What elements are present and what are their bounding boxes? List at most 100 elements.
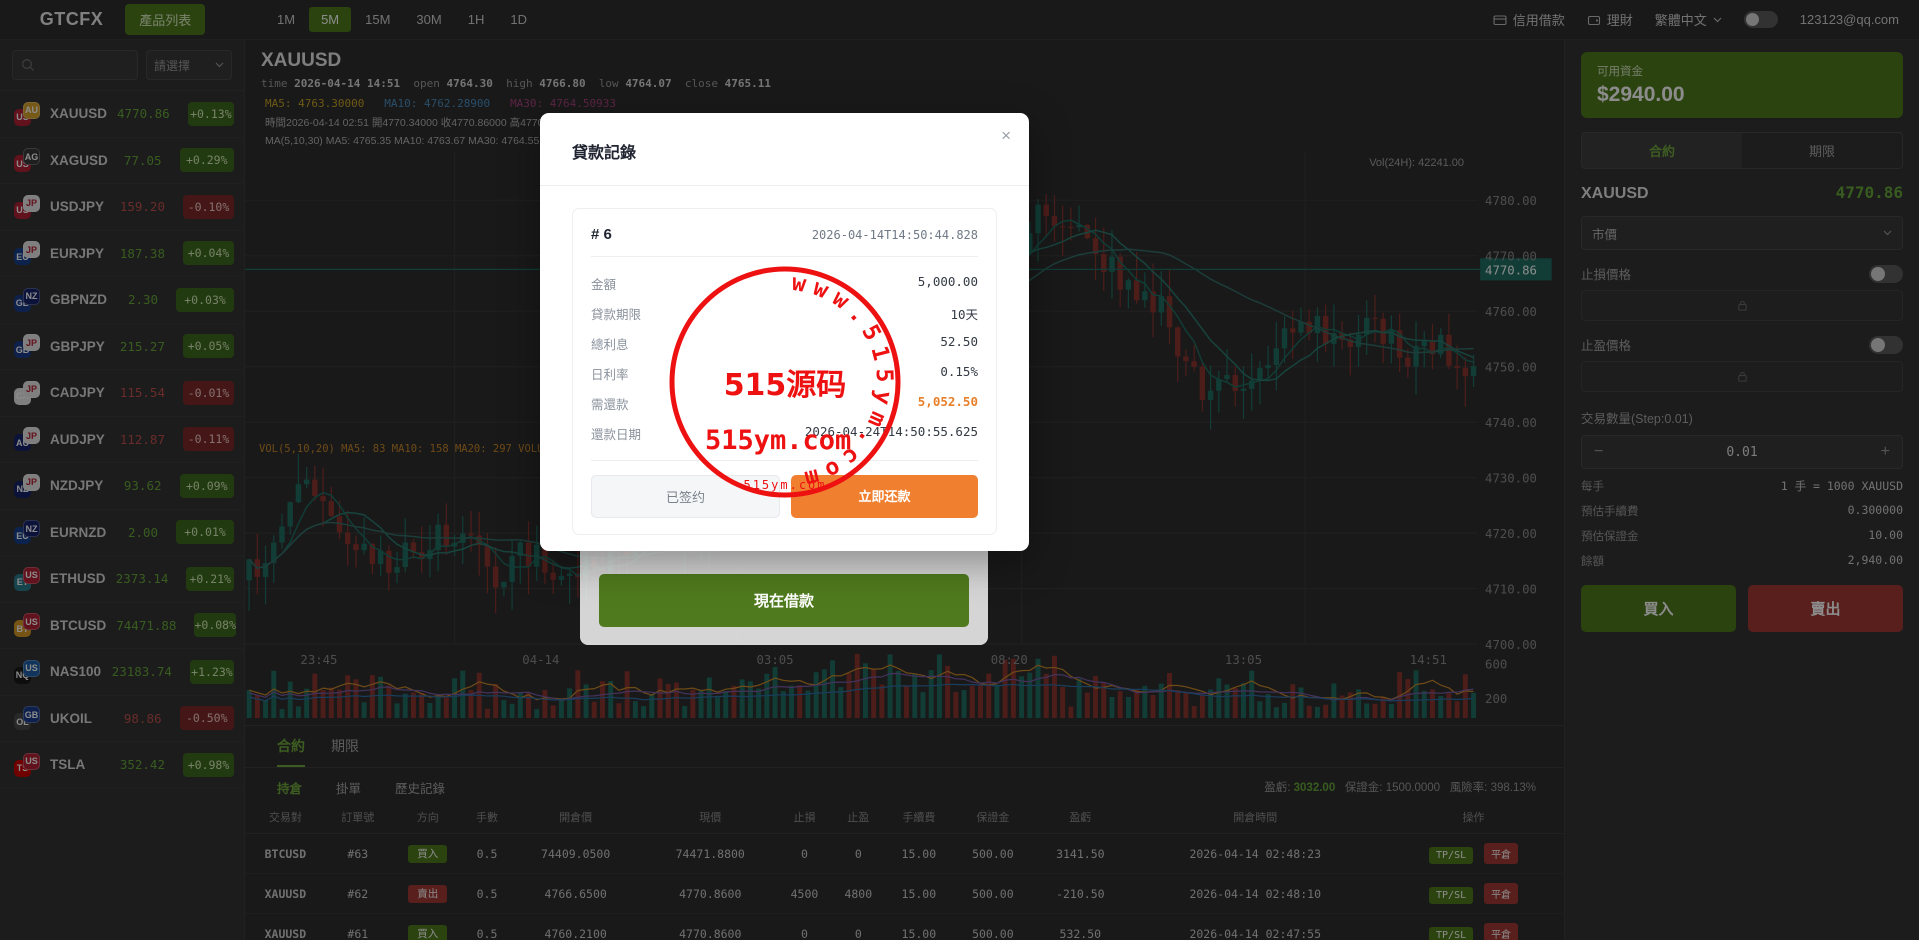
info-row: 預估保證金 10.00: [1581, 528, 1903, 544]
close-position-button[interactable]: 平倉: [1484, 843, 1519, 864]
symbol-change: +0.04%: [182, 241, 234, 266]
sidebar-item-GBPNZD[interactable]: GB NZ GBPNZD 2.30 +0.03%: [0, 277, 244, 324]
take-profit-toggle[interactable]: [1869, 335, 1903, 354]
sidebar-item-XAUUSD[interactable]: US AU XAUUSD 4770.86 +0.13%: [0, 91, 244, 138]
take-profit-input[interactable]: [1581, 361, 1903, 392]
sidebar-item-TSLA[interactable]: TS US TSLA 352.42 +0.98%: [0, 742, 244, 789]
chart-ma-line: MA5: 4763.30000 MA10: 4762.28900 MA30: 4…: [261, 97, 1548, 110]
close-icon[interactable]: ×: [1001, 126, 1011, 145]
symbol-price: 2373.14: [115, 571, 169, 587]
search-input[interactable]: [12, 50, 138, 80]
table-row[interactable]: XAUUSD #62 賣出 0.5 4766.6500 4770.8600 45…: [245, 873, 1564, 914]
sell-button[interactable]: 賣出: [1748, 585, 1903, 632]
cell-fee: 15.00: [885, 833, 953, 874]
record-row-日利率: 日利率 0.15%: [591, 358, 978, 388]
flag-pair-icon: ET US: [14, 566, 40, 591]
close-position-button[interactable]: 平倉: [1484, 923, 1519, 940]
record-header: # 6 2026-04-14T14:50:44.828: [591, 226, 978, 243]
loan-record-card: # 6 2026-04-14T14:50:44.828 金額 5,000.00 貸款…: [572, 208, 997, 535]
tab-合約[interactable]: 合約: [277, 736, 305, 767]
close-position-button[interactable]: 平倉: [1484, 883, 1519, 904]
sidebar-item-EURNZD[interactable]: EU NZ EURNZD 2.00 +0.01%: [0, 510, 244, 556]
cell-take-profit: 4800: [831, 873, 886, 914]
svg-text:03:05: 03:05: [757, 653, 794, 667]
watermark-band-text: 515ym.com: [705, 425, 852, 456]
sidebar-item-NZDJPY[interactable]: NZ JP NZDJPY 93.62 +0.09%: [0, 463, 244, 510]
symbol-change: +0.01%: [176, 520, 234, 545]
sidebar-item-GBPJPY[interactable]: GB JP GBPJPY 215.27 +0.05%: [0, 324, 244, 370]
table-row[interactable]: BTCUSD #63 買入 0.5 74409.0500 74471.8800 …: [245, 833, 1564, 874]
symbol-name: GBPNZD: [50, 292, 107, 308]
sidebar-item-UKOIL[interactable]: OL GB UKOIL 98.86 -0.50%: [0, 696, 244, 742]
cell-margin: 500.00: [952, 833, 1034, 874]
stop-loss-toggle[interactable]: [1869, 264, 1903, 283]
order-panel: 可用資金 $2940.00 合約 期限 XAUUSD 4770.86 市價 止損價…: [1564, 40, 1919, 940]
tp-sl-button[interactable]: TP/SL: [1429, 927, 1474, 940]
seg-合約[interactable]: 合約: [1582, 133, 1742, 168]
record-key: 還款日期: [591, 427, 642, 442]
sidebar-item-CADJPY[interactable]: CA JP CADJPY 115.54 -0.01%: [0, 370, 244, 417]
subtab-掛單[interactable]: 掛單: [336, 782, 362, 796]
subtab-歷史記錄[interactable]: 歷史記錄: [395, 782, 446, 796]
timeframe-1M[interactable]: 1M: [277, 12, 296, 27]
timeframe-5M[interactable]: 5M: [309, 7, 352, 32]
stop-loss-input[interactable]: [1581, 290, 1903, 321]
timeframe-15M[interactable]: 15M: [365, 12, 391, 27]
sidebar-item-XAGUSD[interactable]: US AG XAGUSD 77.05 +0.29%: [0, 138, 244, 184]
symbol-list: US AU XAUUSD 4770.86 +0.13% US AG XAGUSD…: [0, 91, 244, 940]
info-row: 每手 1 手 = 1000 XAUUSD: [1581, 478, 1903, 494]
signed-button[interactable]: 已签约: [591, 475, 780, 518]
symbol-change: -0.50%: [179, 706, 234, 731]
cell-lots: 0.5: [465, 913, 509, 940]
record-value: 0.15%: [940, 363, 978, 379]
top-bar: GTCFX 產品列表 1M 5M 15M 30M 1H 1D 信用借款 理財 繁體中文 1…: [0, 0, 1919, 40]
timeframe-1D[interactable]: 1D: [510, 12, 527, 27]
ma30-label: MA30: 4764.50933: [510, 97, 617, 110]
order-type-select[interactable]: 市價: [1581, 216, 1903, 250]
quantity-increment[interactable]: +: [1880, 443, 1890, 460]
info-row: 預估手續費 0.300000: [1581, 503, 1903, 519]
flag-pair-icon: GB NZ: [14, 287, 40, 312]
tab-期限[interactable]: 期限: [331, 738, 359, 754]
theme-toggle[interactable]: [1743, 11, 1778, 28]
sidebar-item-BTCUSD[interactable]: BT US BTCUSD 74471.88 +0.08%: [0, 603, 244, 649]
brand-logo: GTCFX: [39, 9, 104, 29]
timeframe-30M[interactable]: 30M: [416, 12, 442, 27]
symbol-price: 2.30: [127, 292, 159, 308]
language-selector[interactable]: 繁體中文: [1655, 10, 1722, 29]
sidebar-item-EURJPY[interactable]: EU JP EURJPY 187.38 +0.04%: [0, 231, 244, 277]
buy-button[interactable]: 買入: [1581, 585, 1736, 632]
account-email[interactable]: 123123@qq.com: [1799, 12, 1899, 27]
sidebar-item-AUDJPY[interactable]: AU JP AUDJPY 112.87 -0.11%: [0, 417, 244, 463]
borrow-now-button[interactable]: 現在借款: [599, 574, 969, 627]
ohlc-time-value: 2026-04-14 14:51: [294, 77, 401, 90]
tp-sl-button[interactable]: TP/SL: [1429, 887, 1474, 904]
quantity-stepper[interactable]: − 0.01 +: [1581, 435, 1903, 469]
seg-期限[interactable]: 期限: [1808, 144, 1835, 159]
record-divider: [591, 256, 978, 257]
repay-now-button[interactable]: 立即还款: [791, 475, 978, 518]
table-row[interactable]: XAUUSD #61 買入 0.5 4760.2100 4770.8600 0 …: [245, 913, 1564, 940]
record-fields: 金額 5,000.00 貸款期限 10天 總利息 52.50 日利率 0.15% 需還款 5,05…: [591, 268, 978, 448]
sidebar-item-NAS100[interactable]: NQ US NAS100 23183.74 +1.23%: [0, 649, 244, 696]
symbol-change: +0.13%: [187, 101, 234, 126]
info-value: 2,940.00: [1847, 553, 1903, 567]
wealth-button[interactable]: 理財: [1587, 10, 1633, 29]
subtab-持倉[interactable]: 持倉: [277, 782, 303, 796]
credit-loan-button[interactable]: 信用借款: [1493, 10, 1565, 29]
tp-sl-button[interactable]: TP/SL: [1429, 847, 1474, 864]
ohlc-low-value: 4764.07: [625, 77, 672, 90]
available-funds-label: 可用資金: [1597, 66, 1643, 78]
svg-text:13:05: 13:05: [1225, 653, 1262, 667]
sidebar-item-USDJPY[interactable]: US JP USDJPY 159.20 -0.10%: [0, 184, 244, 231]
sidebar-item-ETHUSD[interactable]: ET US ETHUSD 2373.14 +0.21%: [0, 556, 244, 603]
quantity-decrement[interactable]: −: [1594, 443, 1604, 460]
cell-take-profit: 0: [831, 833, 886, 874]
cell-direction: 買入: [389, 833, 466, 874]
timeframe-1H[interactable]: 1H: [467, 12, 485, 27]
record-row-貸款期限: 貸款期限 10天: [591, 298, 978, 328]
product-list-button[interactable]: 產品列表: [125, 4, 206, 35]
quantity-value[interactable]: 0.01: [1726, 444, 1758, 460]
category-select[interactable]: 請選擇: [146, 50, 232, 80]
ohlc-open-value: 4764.30: [446, 77, 493, 90]
